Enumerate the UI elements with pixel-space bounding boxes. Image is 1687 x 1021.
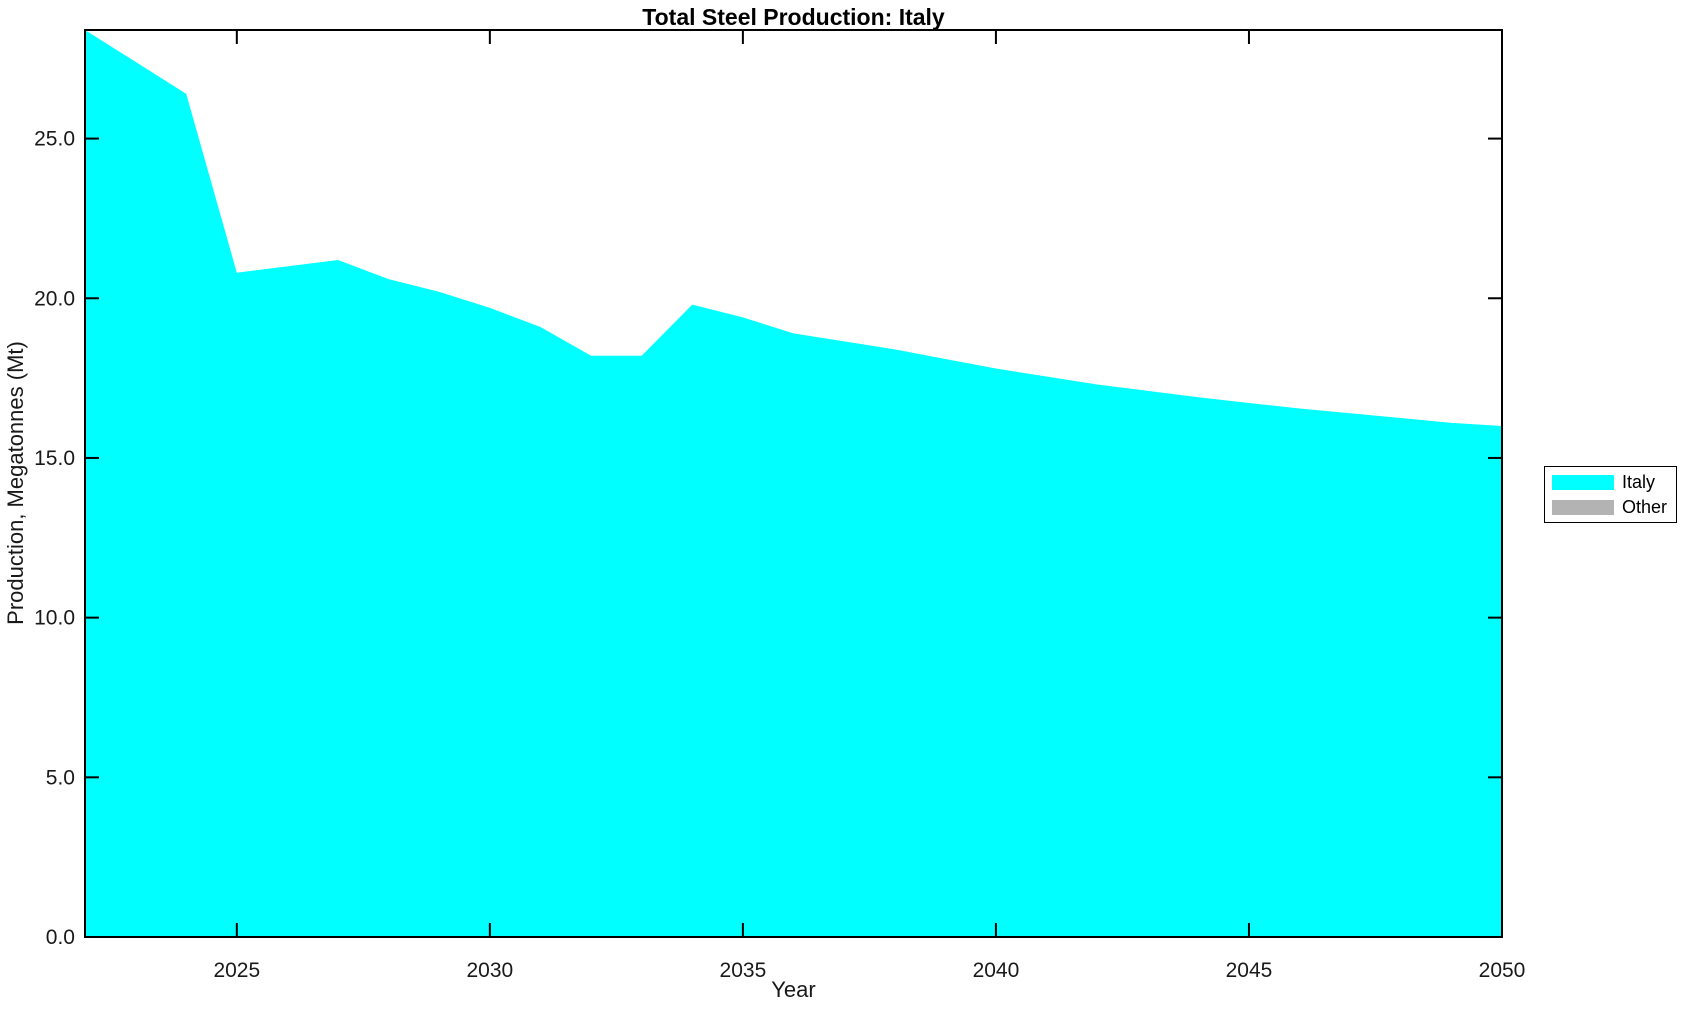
y-tick-label: 20.0: [34, 287, 75, 310]
x-tick-label: 2025: [213, 959, 260, 982]
x-tick-label: 2035: [720, 959, 767, 982]
legend-label-italy: Italy: [1622, 472, 1656, 492]
legend-item-italy: Italy: [1552, 472, 1670, 492]
y-tick-label: 0.0: [46, 926, 75, 949]
chart-title: Total Steel Production: Italy: [642, 4, 945, 30]
legend-swatch-italy: [1552, 474, 1614, 490]
x-tick-label: 2040: [973, 959, 1020, 982]
legend-item-other: Other: [1552, 497, 1670, 517]
legend: Italy Other: [1544, 466, 1677, 523]
plot-border: [84, 29, 1503, 938]
area-series-italy: [85, 30, 1502, 937]
y-axis-label: Production, Megatonnes (Mt): [3, 341, 28, 625]
x-tick-label: 2045: [1226, 959, 1273, 982]
y-tick-label: 15.0: [34, 447, 75, 470]
legend-swatch-other: [1552, 499, 1614, 515]
x-tick-label: 2030: [466, 959, 513, 982]
y-tick-label: 10.0: [34, 607, 75, 630]
y-tick-label: 25.0: [34, 128, 75, 151]
x-tick-label: 2050: [1479, 959, 1526, 982]
y-tick-label: 5.0: [46, 766, 75, 789]
x-axis-label: Year: [771, 977, 816, 1002]
legend-label-other: Other: [1622, 497, 1668, 517]
